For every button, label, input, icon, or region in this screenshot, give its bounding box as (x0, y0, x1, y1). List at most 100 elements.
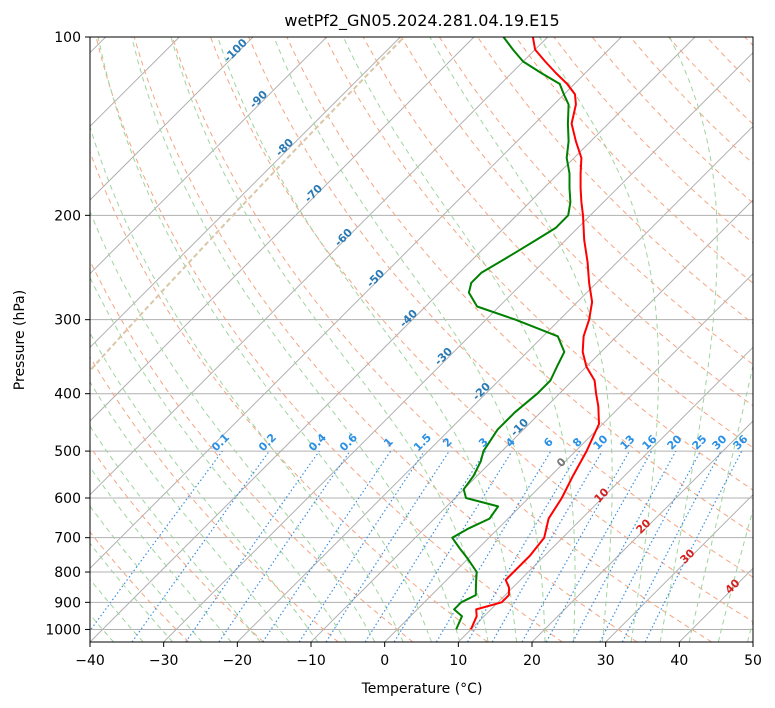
moist-adiabat (717, 507, 753, 642)
y-tick-label: 500 (54, 444, 81, 460)
isotherm-gridline (457, 346, 753, 642)
mixing-ratio-label: 1.5 (411, 431, 434, 454)
isotherm-gridline (384, 272, 753, 642)
mixing-ratio-line (435, 450, 552, 642)
moist-adiabat-label: 30 (678, 546, 698, 566)
y-tick-label: 200 (54, 208, 81, 224)
moist-adiabat (217, 37, 517, 642)
mixing-ratio-label: 6 (541, 435, 556, 450)
moist-adiabat (90, 276, 347, 642)
y-axis-ticks: 1000 900 800 700 600 500 400 300 200 100 (45, 30, 90, 638)
mixing-ratio-line (545, 450, 653, 642)
background-lines (90, 37, 753, 642)
y-tick-label: 300 (54, 313, 81, 329)
moist-adiabat (659, 37, 718, 642)
mixing-ratio-line (521, 450, 631, 642)
mixing-ratio-label: 1 (381, 435, 396, 450)
x-tick-label: 20 (523, 653, 541, 669)
mixing-ratio-line (599, 450, 702, 642)
moist-adiabat (90, 332, 319, 642)
x-tick-label: 0 (380, 653, 389, 669)
dry-adiabat-label: -50 (364, 267, 387, 290)
dry-adiabat (400, 37, 753, 407)
moist-adiabat (90, 381, 290, 642)
dry-adiabat-label: -40 (397, 307, 420, 330)
isotherm-gridline (90, 37, 328, 275)
dry-adiabat-label: -80 (273, 136, 296, 159)
x-axis-label: Temperature (°C) (361, 681, 483, 697)
moist-adiabat (97, 37, 432, 642)
isotherm-gridline (605, 493, 753, 642)
mixing-ratio-label: 8 (570, 435, 585, 450)
isotherm-gridline (90, 37, 401, 349)
dry-adiabat-label: -90 (247, 88, 270, 111)
series-layer (451, 37, 600, 630)
moist-adiabat (688, 363, 753, 642)
dry-adiabat-label: -70 (302, 182, 325, 205)
x-tick-label: 30 (597, 653, 615, 669)
y-tick-label: 900 (54, 595, 81, 611)
moist-adiabat-label: 10 (592, 485, 612, 505)
dry-adiabat (248, 37, 753, 578)
isotherm-gridline (90, 37, 549, 496)
moist-adiabat (131, 37, 461, 642)
dry-adiabat-label: -20 (470, 380, 493, 403)
mixing-ratio-line (185, 450, 320, 642)
y-tick-label: 1000 (45, 622, 81, 638)
moist-adiabat (539, 37, 660, 642)
dry-adiabat (95, 37, 563, 642)
moist-adiabat-label: 40 (723, 576, 743, 596)
isotherm-gridline (236, 125, 753, 642)
mixing-ratio-label: 0.1 (209, 431, 232, 454)
moist-adiabat (90, 505, 203, 642)
mixing-ratio-line (90, 450, 223, 632)
isotherm-gridline (90, 37, 696, 642)
mixing-ratio-line (466, 450, 580, 642)
moist-adiabat (90, 425, 261, 642)
x-tick-label: 40 (670, 653, 688, 669)
dry-adiabat (90, 531, 190, 642)
mixing-ratio-line (218, 450, 351, 642)
mixing-ratio-label: 0.6 (337, 431, 360, 454)
dry-adiabat (744, 37, 753, 47)
moist-adiabat (342, 37, 576, 642)
dewpoint-line (451, 37, 572, 630)
mixing-ratio-label: 20 (665, 432, 685, 452)
mixing-ratio-label: 30 (710, 432, 730, 452)
mixing-ratio-line (131, 450, 270, 642)
dry-adiabat (477, 37, 753, 325)
y-tick-label: 600 (54, 491, 81, 507)
isotherm-gridline (90, 37, 475, 422)
dry-adiabat-label: -100 (221, 36, 250, 65)
mixing-ratio-label: 13 (618, 433, 638, 453)
isotherm-gridline (678, 567, 753, 642)
isotherm-gridline (310, 199, 753, 642)
y-axis-label: Pressure (hPa) (12, 290, 28, 390)
mixing-ratio-label: 0.4 (306, 431, 329, 454)
isotherm-reference (90, 37, 405, 373)
mixing-ratio-label: 25 (690, 433, 710, 453)
isotherm-gridline (90, 37, 622, 570)
mixing-ratio-line (393, 450, 513, 642)
temperature-line (469, 37, 600, 630)
x-axis-ticks: −40 −30 −20 −10 0 10 20 30 40 50 (75, 642, 762, 669)
line-labels: -100-90-80-70-60-50-40-30-20-100.1 0.2 0.4… (209, 36, 751, 597)
x-tick-label: −10 (296, 653, 326, 669)
y-tick-label: 400 (54, 387, 81, 403)
dry-adiabat (133, 37, 638, 642)
x-tick-label: −40 (75, 653, 105, 669)
dry-adiabat (90, 259, 414, 642)
moist-adiabat (90, 542, 173, 642)
moist-adiabat (90, 210, 376, 642)
mixing-ratio-line (325, 450, 450, 642)
moist-adiabat (90, 578, 144, 642)
dry-adiabat-label: -10 (508, 416, 531, 439)
dry-adiabat (438, 37, 753, 366)
mixing-ratio-label: 3 (476, 435, 491, 450)
moist-adiabat (273, 37, 546, 642)
y-tick-label: 700 (54, 531, 81, 547)
dry-adiabat (210, 37, 753, 623)
dry-adiabat (90, 356, 339, 642)
x-tick-label: −20 (223, 653, 253, 669)
moist-adiabat (429, 37, 613, 642)
